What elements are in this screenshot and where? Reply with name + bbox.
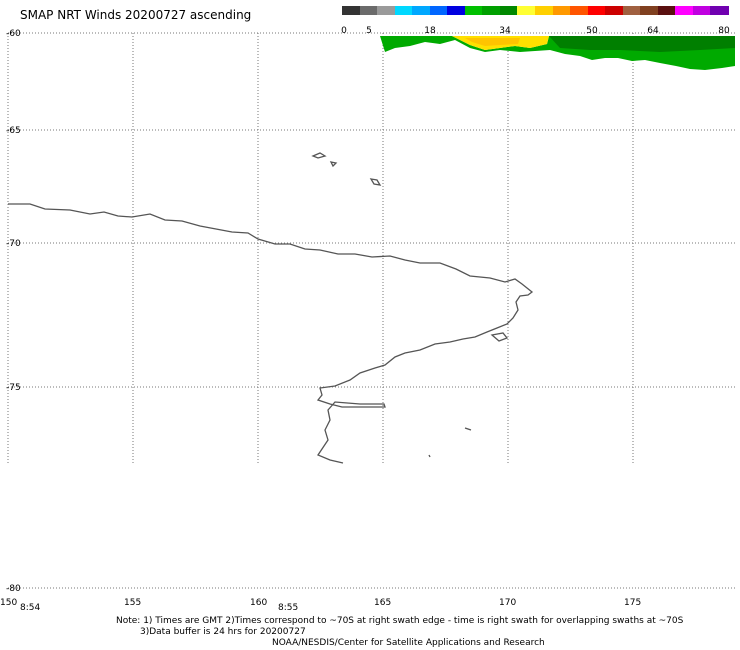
colorbar-segment <box>552 6 571 15</box>
colorbar-segment <box>640 6 659 15</box>
lon-label: 150 <box>0 598 17 608</box>
time-label: 8:55 <box>278 603 298 613</box>
lat-label: -65 <box>6 126 21 136</box>
colorbar-segment <box>622 6 641 15</box>
graticule <box>7 32 735 589</box>
lon-label: 165 <box>374 598 391 608</box>
lat-label: -70 <box>6 239 21 249</box>
map-title: SMAP NRT Winds 20200727 ascending <box>20 8 252 22</box>
coastline <box>8 152 534 464</box>
colorbar-segment <box>447 6 466 15</box>
colorbar-segment <box>482 6 501 15</box>
lon-label: 160 <box>250 598 267 608</box>
lon-label: 175 <box>624 598 641 608</box>
note-line-2: 3)Data buffer is 24 hrs for 20200727 <box>140 627 306 637</box>
colorbar-segment <box>692 6 712 15</box>
colorbar-label: 0 <box>341 26 347 36</box>
colorbar-label: 34 <box>499 26 511 36</box>
colorbar-segment <box>359 6 378 15</box>
colorbar-label: 64 <box>647 26 659 36</box>
note-line-3: NOAA/NESDIS/Center for Satellite Applica… <box>272 638 545 648</box>
colorbar-segment <box>464 6 483 15</box>
colorbar-segment <box>587 6 606 15</box>
wind-swath <box>380 36 735 70</box>
lon-label: 155 <box>124 598 141 608</box>
colorbar-label: 18 <box>424 26 436 36</box>
colorbar-label: 5 <box>366 26 372 36</box>
colorbar-segment <box>657 6 676 15</box>
colorbar-segment <box>535 6 554 15</box>
colorbar-segment <box>570 6 589 15</box>
colorbar-segment <box>675 6 694 15</box>
note-line-1: Note: 1) Times are GMT 2)Times correspon… <box>116 616 684 626</box>
colorbar-segment <box>499 6 519 15</box>
colorbar-label: 80 <box>718 26 730 36</box>
colorbar-segment <box>605 6 624 15</box>
lat-label: -80 <box>6 584 21 594</box>
colorbar-label: 50 <box>586 26 598 36</box>
colorbar-segment <box>710 6 729 15</box>
colorbar-segment <box>394 6 413 15</box>
colorbar-segment <box>342 6 361 15</box>
lat-label: -75 <box>6 383 21 393</box>
lon-label: 170 <box>499 598 516 608</box>
colorbar-segment <box>517 6 536 15</box>
time-label: 8:54 <box>20 603 40 613</box>
colorbar-segment <box>429 6 448 15</box>
lat-label: -60 <box>6 29 21 39</box>
colorbar-segment <box>377 6 396 15</box>
colorbar-segment <box>412 6 431 15</box>
